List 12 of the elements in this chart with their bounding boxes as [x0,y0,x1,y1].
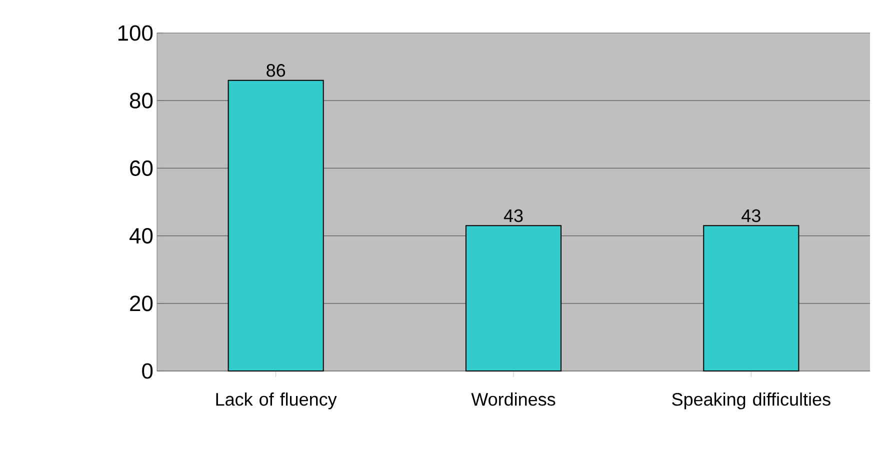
data-label: 43 [504,209,523,222]
y-tick-label: 20 [130,296,153,312]
data-label: 43 [742,209,760,222]
y-tick-label: 60 [130,160,153,176]
x-tick-label: Speaking difficulties [672,392,830,410]
x-tick-label: Wordiness [471,392,556,406]
y-tick-label: 80 [130,92,153,108]
y-tick-label: 40 [130,228,153,244]
y-tick-label: 100 [118,25,153,41]
data-label: 86 [266,64,286,77]
y-tick-label: 0 [142,363,153,379]
x-tick-label: Lack of fluency [216,392,337,410]
